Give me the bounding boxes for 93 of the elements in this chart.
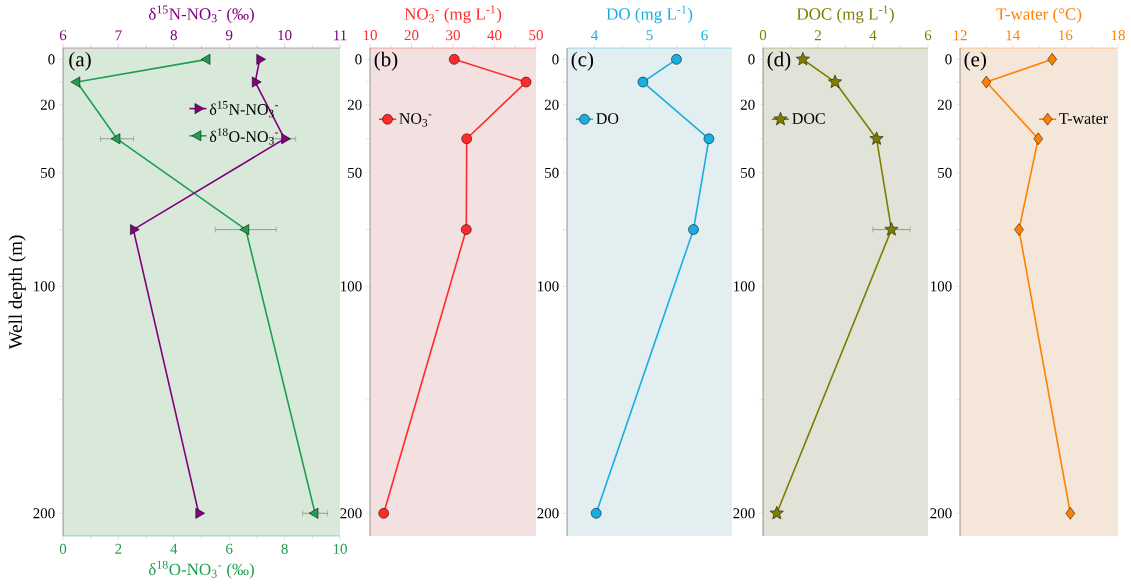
x-tick-label: 10 — [333, 543, 347, 554]
x2-tick-label: 11 — [334, 30, 347, 41]
legend-label: NO$_{3}$- — [399, 113, 432, 127]
point — [110, 133, 121, 145]
y-tick-label: 50 — [741, 167, 755, 178]
x-axis-title: T-water (°C) — [996, 7, 1082, 24]
x-tick-label: 20 — [404, 30, 419, 41]
point — [703, 133, 715, 145]
y-tick-label: 100 — [734, 281, 755, 292]
point — [828, 74, 842, 88]
x-tick-label: 30 — [446, 30, 460, 41]
x-tick-label: 50 — [529, 30, 543, 41]
point — [769, 506, 784, 520]
point — [884, 222, 899, 236]
x2-tick-label: 7 — [115, 30, 122, 41]
x-tick-label: 14 — [1006, 30, 1020, 41]
y-tick-label: 200 — [537, 508, 559, 519]
point — [1065, 507, 1076, 520]
y-tick-label: 20 — [544, 99, 559, 110]
y-axis-title: Well depth (m) — [8, 235, 26, 350]
x2-tick-label: 9 — [225, 30, 233, 41]
x-tick-label: 4 — [869, 30, 877, 41]
point — [449, 54, 460, 65]
point — [1033, 132, 1043, 146]
y-tick-label: 50 — [545, 167, 559, 178]
y-tick-label: 20 — [40, 99, 55, 110]
point — [200, 53, 211, 65]
x-tick-label: 6 — [701, 30, 708, 41]
point — [378, 508, 389, 519]
y-tick-label: 0 — [748, 54, 755, 65]
y-tick-label: 0 — [355, 54, 362, 65]
y-tick-label: 50 — [41, 167, 55, 178]
x-tick-label: 0 — [59, 543, 67, 554]
annotation: (e) — [964, 51, 986, 71]
y-tick-label: 100 — [538, 281, 559, 292]
point — [688, 224, 699, 235]
x-tick-label: 18 — [1111, 30, 1125, 41]
y-tick-label: 20 — [937, 99, 952, 110]
legend-label: DOC — [792, 113, 825, 124]
point — [461, 133, 472, 145]
point — [637, 76, 649, 88]
annotation: (a) — [69, 51, 91, 71]
y-tick-label: 0 — [552, 54, 559, 65]
point — [239, 224, 250, 236]
point — [671, 54, 682, 65]
x-axis-title: NO$_{3}$$^{-}$ (mg L$^{-1}$) — [404, 5, 502, 24]
x-axis-title: δ$^{18}$O-NO$_{3}$$^{-}$ (‰) — [148, 560, 254, 579]
x-tick-label: 5 — [646, 30, 653, 41]
x-tick-label: 10 — [363, 30, 377, 41]
y-tick-label: 50 — [348, 167, 362, 178]
x-tick-label: 2 — [115, 543, 122, 554]
y-tick-label: 50 — [938, 167, 952, 178]
x-tick-label: 0 — [759, 30, 767, 41]
x-axis-title: DOC (mg L$^{-1}$) — [796, 5, 894, 24]
y-tick-label: 100 — [34, 281, 55, 292]
y-tick-label: 100 — [341, 281, 362, 292]
point — [70, 76, 81, 88]
legend-label: δ$^{18}$O-NO$_{3}$- — [209, 128, 278, 145]
x-tick-label: 12 — [953, 30, 967, 41]
legend-label: δ$^{15}$N-NO$_{3}$- — [209, 101, 278, 118]
x-tick-label: 8 — [281, 543, 288, 554]
point — [590, 508, 602, 519]
annotation: (b) — [374, 51, 398, 71]
point — [1014, 223, 1024, 236]
point — [981, 75, 992, 89]
y-tick-label: 200 — [340, 508, 362, 519]
y-tick-label: 200 — [930, 508, 952, 519]
point — [520, 76, 532, 88]
legend-label: T-water — [1059, 113, 1108, 124]
x-axis-title: DO (mg L$^{-1}$) — [606, 5, 693, 24]
y-tick-label: 200 — [733, 508, 755, 519]
point — [795, 52, 810, 66]
x2-axis-title: δ$^{15}$N-NO$_{3}$$^{-}$ (‰) — [148, 5, 254, 24]
y-tick-label: 20 — [740, 99, 755, 110]
x-tick-label: 4 — [591, 30, 599, 41]
x-tick-label: 6 — [226, 543, 233, 554]
point — [461, 224, 472, 235]
x-tick-label: 4 — [170, 543, 178, 554]
legend-label: DO — [596, 113, 619, 124]
y-tick-label: 20 — [347, 99, 362, 110]
point — [308, 507, 319, 519]
point — [869, 131, 884, 145]
x-tick-label: 16 — [1059, 30, 1073, 41]
x-tick-label: 6 — [924, 30, 932, 41]
x-tick-label: 2 — [814, 30, 821, 41]
y-tick-label: 0 — [945, 54, 952, 65]
y-tick-label: 0 — [48, 54, 55, 65]
x-tick-label: 40 — [487, 30, 502, 41]
annotation: (c) — [571, 51, 594, 71]
y-tick-label: 200 — [33, 508, 55, 519]
y-tick-label: 100 — [931, 281, 952, 292]
point — [1047, 53, 1057, 66]
annotation: (d) — [767, 51, 791, 71]
